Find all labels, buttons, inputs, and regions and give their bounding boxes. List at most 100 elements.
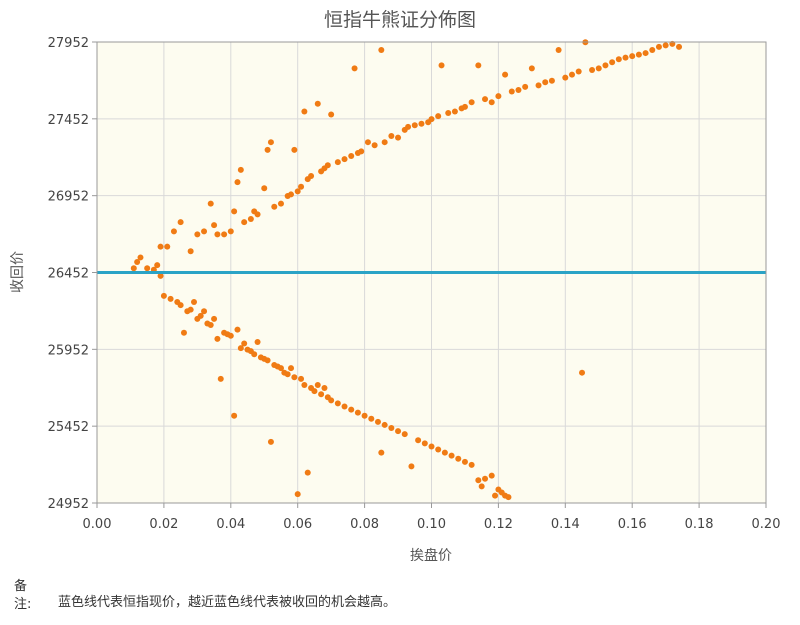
scatter-point bbox=[247, 216, 254, 223]
scatter-point bbox=[502, 71, 509, 78]
scatter-point bbox=[428, 116, 435, 123]
y-axis-label: 收回价 bbox=[10, 251, 26, 293]
scatter-point bbox=[535, 82, 542, 89]
scatter-point bbox=[655, 43, 662, 50]
scatter-point bbox=[548, 77, 555, 84]
scatter-point bbox=[318, 391, 325, 398]
scatter-point bbox=[334, 400, 341, 407]
scatter-point bbox=[622, 54, 629, 61]
scatter-point bbox=[579, 369, 586, 376]
scatter-point bbox=[154, 262, 161, 269]
y-axis: 24952 25452 25952 26452 26952 27452 27952 bbox=[48, 36, 97, 512]
scatter-point bbox=[468, 99, 475, 106]
scatter-point bbox=[328, 397, 335, 404]
note-text: 蓝色线代表恒指现价，越近蓝色线代表被收回的机会越高。 bbox=[58, 595, 397, 610]
scatter-point bbox=[207, 200, 214, 207]
scatter-point bbox=[328, 111, 335, 118]
plot-border bbox=[96, 41, 767, 504]
scatter-point bbox=[237, 166, 244, 173]
scatter-point bbox=[451, 108, 458, 115]
x-tick-label: 0.12 bbox=[484, 517, 513, 532]
scatter-point bbox=[211, 315, 218, 322]
y-tick-label: 26952 bbox=[48, 190, 89, 205]
scatter-point bbox=[264, 146, 271, 153]
scatter-point bbox=[264, 357, 271, 364]
scatter-point bbox=[301, 381, 308, 388]
scatter-point bbox=[241, 340, 248, 347]
x-tick-label: 0.20 bbox=[752, 517, 781, 532]
scatter-points bbox=[130, 39, 683, 501]
scatter-point bbox=[160, 292, 167, 299]
scatter-point bbox=[177, 302, 184, 309]
scatter-point bbox=[294, 188, 301, 195]
scatter-point bbox=[575, 68, 582, 75]
scatter-point bbox=[314, 381, 321, 388]
scatter-point bbox=[314, 100, 321, 107]
scatter-point bbox=[351, 65, 358, 72]
x-tick-label: 0.10 bbox=[417, 517, 446, 532]
scatter-point bbox=[482, 475, 489, 482]
scatter-point bbox=[308, 172, 315, 179]
scatter-point bbox=[364, 139, 371, 146]
scatter-point bbox=[157, 272, 164, 279]
y-tick-label: 24952 bbox=[48, 497, 89, 512]
scatter-point bbox=[137, 254, 144, 261]
scatter-point bbox=[231, 208, 238, 215]
scatter-point bbox=[649, 46, 656, 53]
scatter-point bbox=[234, 179, 241, 186]
y-tick-label: 26452 bbox=[48, 267, 89, 282]
scatter-point bbox=[277, 365, 284, 372]
scatter-point bbox=[201, 228, 208, 235]
scatter-point bbox=[435, 446, 442, 453]
scatter-point bbox=[311, 388, 318, 395]
scatter-point bbox=[231, 412, 238, 419]
scatter-point bbox=[358, 148, 365, 155]
scatter-point bbox=[237, 345, 244, 352]
scatter-point bbox=[475, 477, 482, 484]
scatter-point bbox=[167, 295, 174, 302]
scatter-point bbox=[415, 437, 422, 444]
scatter-point bbox=[615, 56, 622, 63]
scatter-point bbox=[301, 108, 308, 115]
scatter-point bbox=[542, 79, 549, 86]
scatter-point bbox=[227, 228, 234, 235]
scatter-point bbox=[555, 46, 562, 53]
scatter-point bbox=[405, 123, 412, 130]
scatter-point bbox=[267, 139, 274, 146]
scatter-point bbox=[411, 122, 418, 129]
scatter-point bbox=[568, 71, 575, 78]
scatter-point bbox=[395, 134, 402, 141]
scatter-point bbox=[241, 219, 248, 226]
scatter-point bbox=[251, 351, 258, 358]
scatter-point bbox=[291, 146, 298, 153]
scatter-point bbox=[214, 231, 221, 238]
scatter-point bbox=[324, 162, 331, 169]
scatter-point bbox=[662, 42, 669, 49]
scatter-point bbox=[288, 191, 295, 198]
y-tick-label: 27452 bbox=[48, 113, 89, 128]
scatter-point bbox=[448, 452, 455, 459]
scatter-point bbox=[438, 62, 445, 69]
scatter-point bbox=[408, 463, 415, 470]
scatter-point bbox=[291, 374, 298, 381]
scatter-point bbox=[298, 183, 305, 190]
scatter-point bbox=[495, 93, 502, 100]
x-axis-label: 挨盘价 bbox=[410, 547, 452, 564]
scatter-point bbox=[635, 51, 642, 58]
scatter-point bbox=[354, 409, 361, 416]
scatter-point bbox=[288, 365, 295, 372]
scatter-point bbox=[284, 371, 291, 378]
scatter-point bbox=[445, 109, 452, 116]
scatter-point bbox=[304, 469, 311, 476]
scatter-point bbox=[522, 83, 529, 90]
scatter-point bbox=[187, 306, 194, 313]
scatter-point bbox=[254, 338, 261, 345]
scatter-point bbox=[261, 185, 268, 192]
x-tick-label: 0.06 bbox=[283, 517, 312, 532]
scatter-point bbox=[401, 431, 408, 438]
scatter-point bbox=[455, 455, 462, 462]
x-axis: 0.00 0.02 0.04 0.06 0.08 0.10 0.12 0.14 0.16 0.18… bbox=[83, 503, 781, 532]
x-tick-label: 0.16 bbox=[618, 517, 647, 532]
scatter-point bbox=[298, 375, 305, 382]
y-tick-label: 27952 bbox=[48, 36, 89, 51]
